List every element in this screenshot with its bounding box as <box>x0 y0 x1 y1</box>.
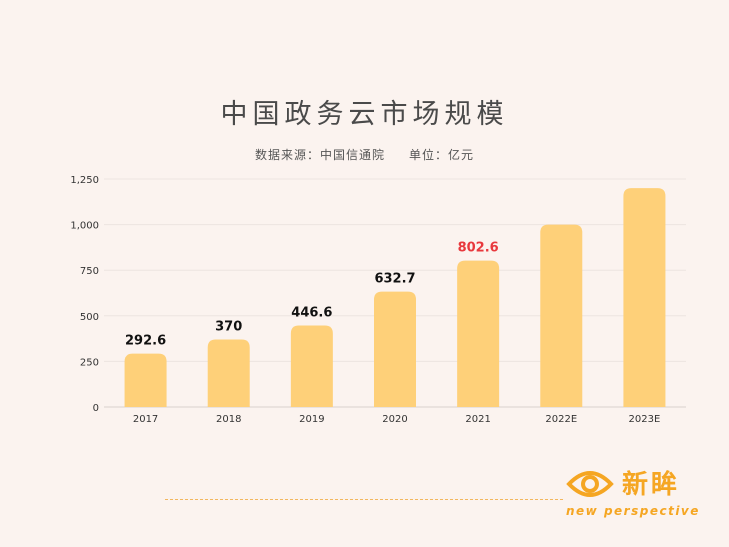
bar <box>540 224 583 407</box>
bar <box>374 291 416 407</box>
data-label: 370 <box>215 320 242 335</box>
bar <box>457 260 500 407</box>
x-tick-label: 2018 <box>216 414 241 425</box>
bar <box>207 339 250 407</box>
unit-label: 单位：亿元 <box>409 148 475 162</box>
bar <box>124 353 167 407</box>
y-tick-label: 750 <box>80 266 99 277</box>
brand-divider <box>165 499 563 500</box>
brand-name: 新眸 <box>622 470 681 500</box>
y-tick-label: 0 <box>93 403 99 414</box>
x-tick-label: 2019 <box>299 414 324 425</box>
data-label: 802.6 <box>458 241 499 256</box>
y-tick-label: 500 <box>80 312 99 323</box>
x-tick-label: 2021 <box>465 414 490 425</box>
x-tick-label: 2020 <box>382 414 407 425</box>
data-source: 数据来源：中国信通院 <box>254 148 385 162</box>
y-tick-label: 1,250 <box>70 175 99 186</box>
x-tick-label: 2022E <box>545 414 577 425</box>
brand-tagline: new perspective <box>566 504 700 518</box>
y-tick-label: 1,000 <box>70 221 99 232</box>
bar <box>290 325 333 407</box>
x-tick-label: 2017 <box>133 414 158 425</box>
data-label: 632.7 <box>374 272 415 287</box>
data-label: 292.6 <box>125 334 166 349</box>
data-label: 446.6 <box>291 306 332 321</box>
eye-logo-icon <box>566 471 614 497</box>
chart-title: 中国政务云市场规模 <box>220 99 509 130</box>
x-tick-label: 2023E <box>629 414 661 425</box>
bar <box>623 188 666 407</box>
y-tick-label: 250 <box>80 357 99 368</box>
chart-subtitle: 数据来源：中国信通院 单位：亿元 <box>0 146 729 163</box>
